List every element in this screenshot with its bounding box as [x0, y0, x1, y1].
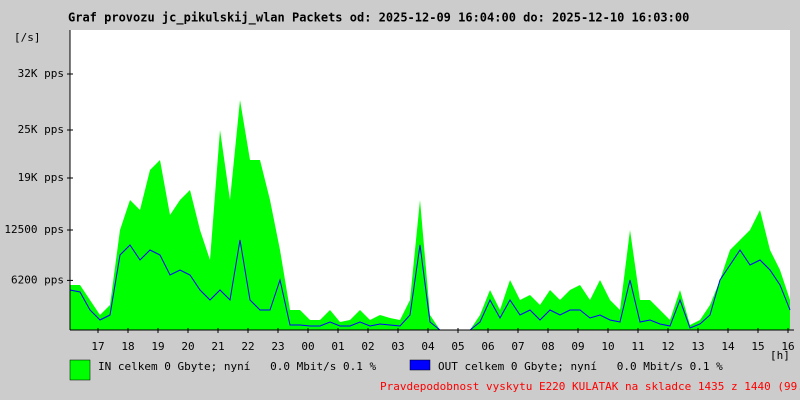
y-tick-label: 25K pps: [18, 123, 64, 136]
x-tick-label: 23: [271, 340, 284, 353]
x-tick-label: 01: [331, 340, 344, 353]
y-unit: [/s]: [14, 31, 41, 44]
footer-note: Pravdepodobnost vyskytu E220 KULATAK na …: [380, 380, 800, 393]
x-tick-label: 07: [511, 340, 524, 353]
x-tick-label: 08: [541, 340, 554, 353]
x-tick-label: 19: [151, 340, 164, 353]
y-tick-label: 19K pps: [18, 171, 64, 184]
x-tick-label: 12: [661, 340, 674, 353]
legend-label: IN celkem 0 Gbyte; nyní 0.0 Mbit/s 0.1 %: [98, 360, 377, 373]
x-tick-label: 17: [91, 340, 104, 353]
x-tick-label: 04: [421, 340, 435, 353]
x-tick-label: 20: [181, 340, 194, 353]
x-tick-label: 14: [721, 340, 735, 353]
legend-swatch: [409, 359, 431, 371]
x-unit: [h]: [770, 349, 790, 362]
chart-title: Graf provozu jc_pikulskij_wlan Packets o…: [68, 11, 689, 26]
x-tick-label: 02: [361, 340, 374, 353]
x-tick-label: 11: [631, 340, 644, 353]
x-tick-label: 22: [241, 340, 254, 353]
y-tick-label: 32K pps: [18, 67, 64, 80]
x-tick-label: 10: [601, 340, 614, 353]
x-tick-label: 03: [391, 340, 404, 353]
x-tick-label: 21: [211, 340, 224, 353]
y-tick-label: 12500 pps: [4, 223, 64, 236]
legend-label: OUT celkem 0 Gbyte; nyní 0.0 Mbit/s 0.1 …: [438, 360, 723, 373]
x-tick-label: 09: [571, 340, 584, 353]
area: [70, 100, 790, 330]
x-tick-label: 15: [751, 340, 764, 353]
x-tick-label: 13: [691, 340, 704, 353]
y-tick-label: 6200 pps: [11, 273, 64, 286]
x-tick-label: 16: [781, 340, 794, 353]
x-tick-label: 05: [451, 340, 464, 353]
legend-swatch: [69, 359, 91, 381]
x-tick-label: 00: [301, 340, 314, 353]
line: [69, 239, 791, 331]
x-tick-label: 18: [121, 340, 134, 353]
x-tick-label: 06: [481, 340, 494, 353]
